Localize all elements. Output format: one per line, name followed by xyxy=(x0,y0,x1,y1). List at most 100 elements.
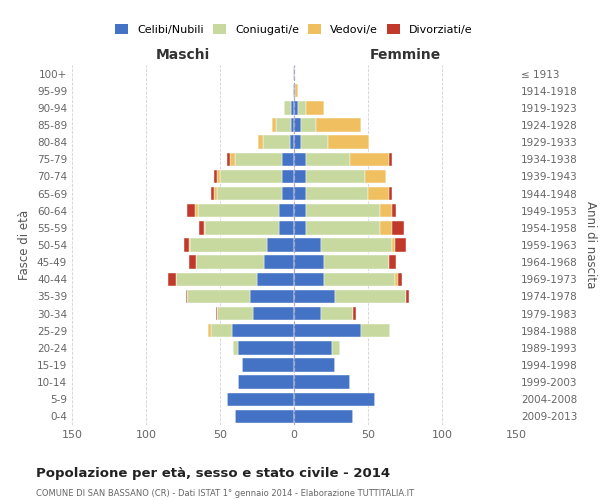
Bar xyxy=(250,290,294,303)
Bar xyxy=(214,170,217,183)
Bar xyxy=(233,341,238,354)
Bar xyxy=(294,272,323,286)
Bar xyxy=(392,221,404,234)
Bar xyxy=(208,324,211,338)
Bar xyxy=(306,170,365,183)
Y-axis label: Fasce di età: Fasce di età xyxy=(19,210,31,280)
Bar xyxy=(294,341,332,354)
Text: Femmine: Femmine xyxy=(370,48,440,62)
Bar xyxy=(282,187,294,200)
Bar xyxy=(232,324,294,338)
Bar xyxy=(217,170,220,183)
Bar xyxy=(189,256,196,269)
Bar xyxy=(235,410,294,423)
Bar xyxy=(365,170,386,183)
Bar xyxy=(211,324,232,338)
Bar xyxy=(294,392,376,406)
Bar xyxy=(214,187,217,200)
Bar xyxy=(294,204,306,218)
Bar xyxy=(293,67,294,80)
Bar xyxy=(294,376,350,389)
Bar xyxy=(306,187,368,200)
Bar xyxy=(238,376,294,389)
Bar xyxy=(230,152,235,166)
Bar xyxy=(272,118,276,132)
Bar xyxy=(380,221,392,234)
Bar xyxy=(294,221,306,234)
Bar xyxy=(361,324,390,338)
Bar xyxy=(198,204,279,218)
Bar xyxy=(392,238,395,252)
Bar xyxy=(368,187,389,200)
Bar xyxy=(205,221,279,234)
Bar xyxy=(294,358,335,372)
Bar xyxy=(276,118,291,132)
Bar xyxy=(242,358,294,372)
Bar xyxy=(294,152,306,166)
Bar xyxy=(294,118,301,132)
Bar xyxy=(265,256,294,269)
Y-axis label: Anni di nascita: Anni di nascita xyxy=(584,202,597,288)
Text: COMUNE DI SAN BASSANO (CR) - Dati ISTAT 1° gennaio 2014 - Elaborazione TUTTITALI: COMUNE DI SAN BASSANO (CR) - Dati ISTAT … xyxy=(36,489,414,498)
Bar xyxy=(279,204,294,218)
Bar xyxy=(294,290,335,303)
Bar xyxy=(294,84,295,98)
Bar xyxy=(316,118,361,132)
Bar xyxy=(392,204,396,218)
Bar xyxy=(184,238,189,252)
Bar xyxy=(294,101,298,114)
Bar xyxy=(211,187,214,200)
Bar xyxy=(306,204,380,218)
Bar xyxy=(294,136,301,149)
Bar xyxy=(294,170,306,183)
Bar xyxy=(328,136,370,149)
Bar xyxy=(320,238,392,252)
Bar xyxy=(284,101,291,114)
Bar xyxy=(263,136,290,149)
Bar xyxy=(282,152,294,166)
Bar xyxy=(257,272,294,286)
Bar xyxy=(389,187,392,200)
Bar xyxy=(323,272,395,286)
Bar xyxy=(294,67,295,80)
Bar xyxy=(306,101,323,114)
Bar xyxy=(227,392,294,406)
Bar xyxy=(395,238,406,252)
Bar xyxy=(282,170,294,183)
Bar xyxy=(398,272,402,286)
Bar xyxy=(199,221,204,234)
Bar xyxy=(227,152,230,166)
Bar xyxy=(332,341,340,354)
Bar xyxy=(235,152,282,166)
Bar xyxy=(294,410,353,423)
Bar xyxy=(306,221,380,234)
Bar xyxy=(306,152,350,166)
Bar xyxy=(298,101,306,114)
Bar xyxy=(293,84,294,98)
Bar xyxy=(290,136,294,149)
Bar xyxy=(353,307,356,320)
Bar xyxy=(168,272,176,286)
Bar xyxy=(215,307,217,320)
Bar xyxy=(389,152,392,166)
Bar xyxy=(186,290,187,303)
Bar xyxy=(301,136,328,149)
Bar xyxy=(323,256,389,269)
Bar xyxy=(291,118,294,132)
Bar xyxy=(220,170,282,183)
Bar xyxy=(395,272,398,286)
Bar xyxy=(301,118,316,132)
Bar xyxy=(294,238,320,252)
Bar xyxy=(238,341,294,354)
Bar xyxy=(291,101,294,114)
Bar xyxy=(253,307,294,320)
Bar xyxy=(217,307,253,320)
Bar xyxy=(294,256,323,269)
Bar xyxy=(389,256,396,269)
Bar xyxy=(294,324,361,338)
Bar xyxy=(380,204,392,218)
Bar xyxy=(176,272,257,286)
Bar xyxy=(189,238,190,252)
Bar xyxy=(279,221,294,234)
Bar xyxy=(294,307,320,320)
